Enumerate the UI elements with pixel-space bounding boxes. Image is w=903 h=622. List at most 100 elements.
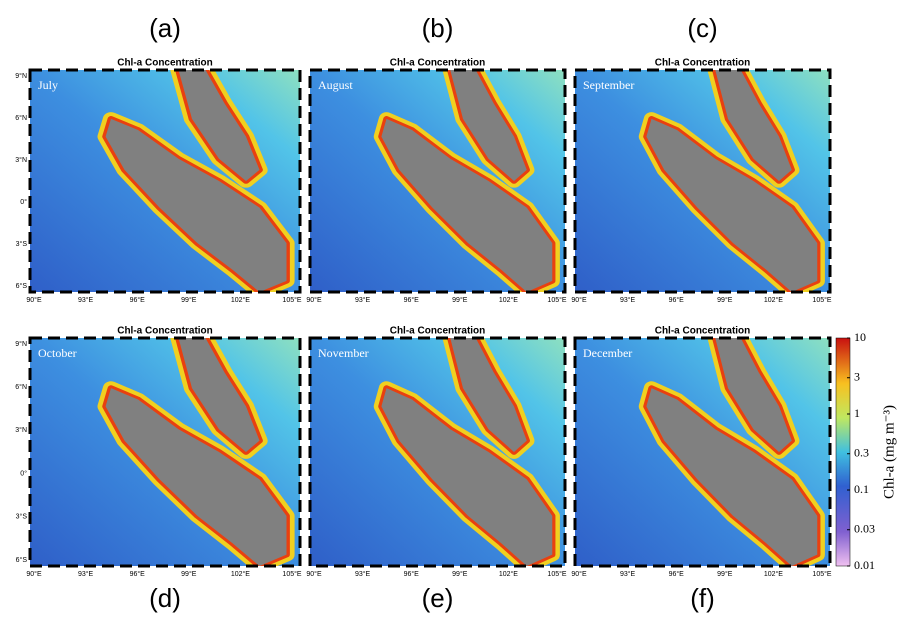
panel-label: (e) [422,583,454,613]
lon-tick-label: 93°E [78,296,94,304]
lon-tick-label: 93°E [78,570,94,578]
panel-title: Chl-a Concentration [390,326,486,337]
land [646,118,818,292]
coastal-bloom-core [175,338,263,455]
coastal-bloom-core [175,70,263,184]
coastal-bloom-core [712,70,795,184]
land [715,70,792,181]
lon-tick-label: 96°E [669,296,685,304]
lon-tick-label: 102°E [499,570,518,578]
lon-tick-label: 96°E [404,570,420,578]
map-frame [28,336,302,568]
lat-tick-label: 3°N [15,426,27,434]
lat-tick-label: 6°N [15,383,27,391]
lon-tick-label: 99°E [181,570,197,578]
lon-tick-label: 96°E [669,570,685,578]
map [310,338,565,566]
coastal-bloom-core [447,338,530,455]
land [715,338,792,452]
lon-tick-label: 93°E [355,296,371,304]
lon-tick-label: 102°E [499,296,518,304]
month-label: July [38,78,58,92]
map [575,338,830,566]
map [30,70,300,292]
colorbar-tick-label: 1 [854,406,860,420]
map-frame [308,68,567,294]
lat-tick-label: 0° [20,469,27,477]
lat-tick-label: 6°S [16,556,28,564]
colorbar-tick-label: 3 [854,369,860,383]
lat-tick-label: 6°S [16,282,28,290]
land [450,338,527,452]
lon-tick-label: 102°E [764,296,783,304]
month-label: November [318,346,369,360]
lon-tick-label: 99°E [717,570,733,578]
map [310,70,565,292]
lon-tick-label: 90°E [26,570,42,578]
panel-title: Chl-a Concentration [655,58,751,69]
panel-label: (a) [149,13,181,43]
land [381,388,553,566]
panel-label: (d) [149,583,181,613]
month-label: October [38,346,77,360]
map-frame [573,336,832,568]
panel-title: Chl-a Concentration [390,58,486,69]
lon-tick-label: 105°E [547,296,566,304]
colorbar-tick-label: 0.03 [854,521,875,535]
panel-title: Chl-a Concentration [117,326,213,337]
colorbar [835,337,851,567]
lon-tick-label: 99°E [717,296,733,304]
lon-tick-label: 105°E [547,570,566,578]
lon-tick-label: 105°E [282,570,301,578]
land [646,388,818,566]
map-frame [573,68,832,294]
lon-tick-label: 96°E [130,570,146,578]
lon-tick-label: 96°E [404,296,420,304]
lon-tick-label: 96°E [130,296,146,304]
lat-tick-label: 9°N [15,72,27,80]
lon-tick-label: 90°E [306,570,322,578]
lon-tick-label: 99°E [452,570,468,578]
lon-tick-label: 105°E [812,296,831,304]
lon-tick-label: 105°E [812,570,831,578]
lat-tick-label: 3°N [15,156,27,164]
map-frame [28,68,302,294]
land [450,70,527,181]
panel-title: Chl-a Concentration [117,58,213,69]
land [381,118,553,292]
lon-tick-label: 93°E [620,296,636,304]
land [105,388,287,566]
month-label: December [583,346,632,360]
land [178,338,260,452]
colorbar-tick-label: 10 [854,330,866,344]
lon-tick-label: 93°E [620,570,636,578]
lon-tick-label: 105°E [282,296,301,304]
lon-tick-label: 99°E [452,296,468,304]
colorbar-label: Chl-a (mg m⁻³) [881,405,897,499]
lon-tick-label: 90°E [306,296,322,304]
month-label: August [318,78,353,92]
lat-tick-label: 6°N [15,114,27,122]
map [30,338,300,566]
lon-tick-label: 102°E [764,570,783,578]
map [575,70,830,292]
lon-tick-label: 99°E [181,296,197,304]
land [178,70,260,181]
colorbar-tick-label: 0.01 [854,558,875,572]
month-label: September [583,78,634,92]
coastal-bloom-core [447,70,530,184]
lon-tick-label: 102°E [231,570,250,578]
panel-label: (b) [422,13,454,43]
lon-tick-label: 93°E [355,570,371,578]
lat-tick-label: 0° [20,198,27,206]
colorbar-tick-label: 0.3 [854,445,869,459]
lon-tick-label: 90°E [571,570,587,578]
panel-label: (c) [687,13,717,43]
lat-tick-label: 9°N [15,340,27,348]
land [105,118,287,292]
map-frame [308,336,567,568]
lon-tick-label: 90°E [571,296,587,304]
panel-title: Chl-a Concentration [655,326,751,337]
lat-tick-label: 3°S [16,240,28,248]
lat-tick-label: 3°S [16,513,28,521]
